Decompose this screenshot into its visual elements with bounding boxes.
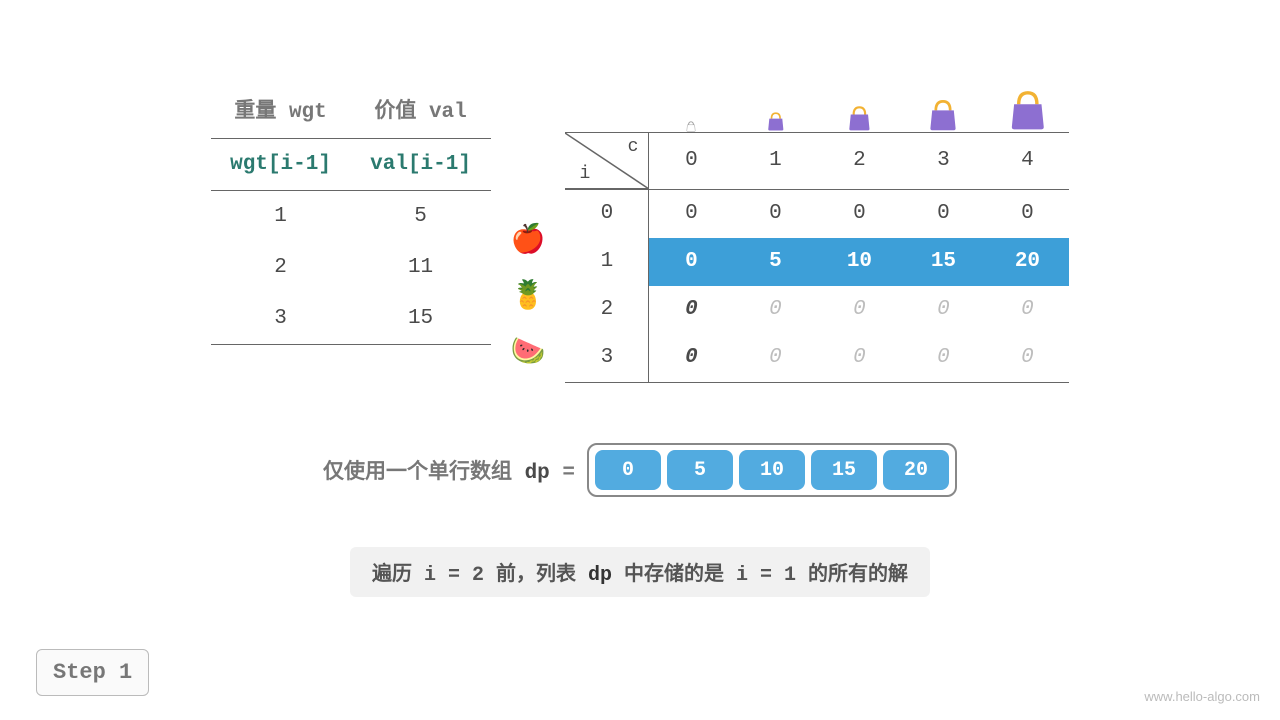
- dp-array-element: 20: [883, 450, 949, 490]
- dp-cell: 5: [733, 238, 817, 286]
- dp-data-row: 105101520: [565, 238, 1069, 286]
- dp-label-pre: 仅使用一个单行数组: [323, 462, 525, 485]
- input-row: 15: [211, 191, 491, 242]
- dp-row-index: 2: [565, 286, 649, 334]
- dp-cell: 10: [817, 238, 901, 286]
- dp-cell: 0: [649, 286, 733, 334]
- dp-cell: 0: [649, 238, 733, 286]
- step-badge: Step 1: [36, 649, 149, 696]
- input-table: 重量 wgt 价值 val wgt[i-1] val[i-1] 15211315: [211, 80, 491, 383]
- dp-cell: 0: [817, 190, 901, 238]
- dp-col-header: 1: [733, 133, 817, 189]
- bag-icon: [733, 110, 817, 132]
- dp-cell: 0: [733, 190, 817, 238]
- bag-icons-row: [649, 80, 1069, 132]
- dp-label-post: =: [550, 462, 575, 485]
- dp-cell: 20: [985, 238, 1069, 286]
- dp-cell: 0: [985, 190, 1069, 238]
- dp-cell: 0: [817, 286, 901, 334]
- weight-cell: 1: [211, 191, 351, 242]
- dp-table: ci01234000000105101520200000300000: [565, 80, 1069, 383]
- weight-cell: 3: [211, 293, 351, 344]
- dp-cell: 0: [733, 334, 817, 382]
- fruit-icons-column: 🍎🍍🍉: [511, 80, 546, 383]
- dp-array-element: 10: [739, 450, 805, 490]
- col-header-value: 价值 val: [351, 80, 491, 138]
- dp-cell: 0: [817, 334, 901, 382]
- dp-row-index: 3: [565, 334, 649, 382]
- col-subheader-weight: wgt[i-1]: [211, 139, 351, 190]
- caption: 遍历 i = 2 前，列表 dp 中存储的是 i = 1 的所有的解: [350, 547, 930, 597]
- bag-icon: [649, 120, 733, 132]
- fruit-icon: 🍉: [511, 323, 546, 379]
- value-cell: 5: [351, 191, 491, 242]
- dp-array-element: 5: [667, 450, 733, 490]
- input-row: 315: [211, 293, 491, 345]
- col-header-weight: 重量 wgt: [211, 80, 351, 138]
- dp-col-header: 2: [817, 133, 901, 189]
- dp-col-header: 3: [901, 133, 985, 189]
- dp-cell: 0: [985, 286, 1069, 334]
- bag-icon: [817, 103, 901, 132]
- fruit-icon: 🍎: [511, 211, 546, 267]
- dp-cell: 0: [733, 286, 817, 334]
- dp-array-element: 0: [595, 450, 661, 490]
- dp-cell: 0: [649, 190, 733, 238]
- dp-row-index: 0: [565, 190, 649, 238]
- bag-icon: [985, 86, 1069, 132]
- dp-col-header: 4: [985, 133, 1069, 189]
- dp-cell: 0: [901, 190, 985, 238]
- dp-row-index: 1: [565, 238, 649, 286]
- dp-array-line: 仅使用一个单行数组 dp = 05101520: [0, 443, 1280, 497]
- dp-cell: 0: [901, 286, 985, 334]
- dp-cell: 0: [901, 334, 985, 382]
- dp-col-header: 0: [649, 133, 733, 189]
- dp-data-row: 200000: [565, 286, 1069, 334]
- dp-cell: 15: [901, 238, 985, 286]
- dp-cell: 0: [985, 334, 1069, 382]
- input-row: 211: [211, 242, 491, 293]
- value-cell: 15: [351, 293, 491, 344]
- dp-cell: 0: [649, 334, 733, 382]
- site-credit: www.hello-algo.com: [1144, 689, 1260, 704]
- fruit-icon: 🍍: [511, 267, 546, 323]
- dp-array-box: 05101520: [587, 443, 957, 497]
- dp-data-row: 000000: [565, 190, 1069, 238]
- dp-label-key: dp: [525, 462, 550, 485]
- value-cell: 11: [351, 242, 491, 293]
- dp-data-row: 300000: [565, 334, 1069, 383]
- bag-icon: [901, 96, 985, 132]
- dp-header-row: ci01234: [565, 133, 1069, 190]
- weight-cell: 2: [211, 242, 351, 293]
- col-subheader-value: val[i-1]: [351, 139, 491, 190]
- dp-corner: ci: [565, 133, 649, 189]
- dp-array-element: 15: [811, 450, 877, 490]
